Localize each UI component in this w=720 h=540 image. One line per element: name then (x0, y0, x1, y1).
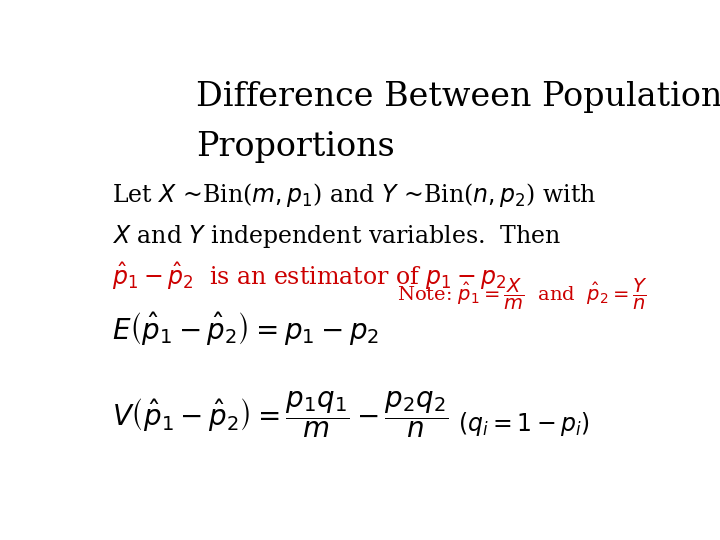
Text: Difference Between Population: Difference Between Population (196, 82, 720, 113)
Text: Let $X$ ~Bin($m,p_1$) and $Y$ ~Bin($n,p_2$) with: Let $X$ ~Bin($m,p_1$) and $Y$ ~Bin($n,p_… (112, 181, 597, 209)
Text: $X$ and $Y$ independent variables.  Then: $X$ and $Y$ independent variables. Then (112, 223, 562, 250)
Text: $(q_i = 1 - p_i)$: $(q_i = 1 - p_i)$ (459, 410, 590, 438)
Text: Proportions: Proportions (196, 131, 395, 163)
Text: $E\left(\hat{p}_1 - \hat{p}_2\right)= p_1 - p_2$: $E\left(\hat{p}_1 - \hat{p}_2\right)= p_… (112, 310, 379, 347)
Text: Note: $\hat{p}_1 = \dfrac{X}{m}$  and  $\hat{p}_2 = \dfrac{Y}{n}$: Note: $\hat{p}_1 = \dfrac{X}{m}$ and $\h… (397, 277, 647, 312)
Text: $\hat{p}_1 - \hat{p}_2$  is an estimator of $p_1 - p_2$: $\hat{p}_1 - \hat{p}_2$ is an estimator … (112, 260, 507, 292)
Text: $V\left(\hat{p}_1 - \hat{p}_2\right)= \dfrac{p_1 q_1}{m} - \dfrac{p_2 q_2}{n}$: $V\left(\hat{p}_1 - \hat{p}_2\right)= \d… (112, 389, 449, 440)
